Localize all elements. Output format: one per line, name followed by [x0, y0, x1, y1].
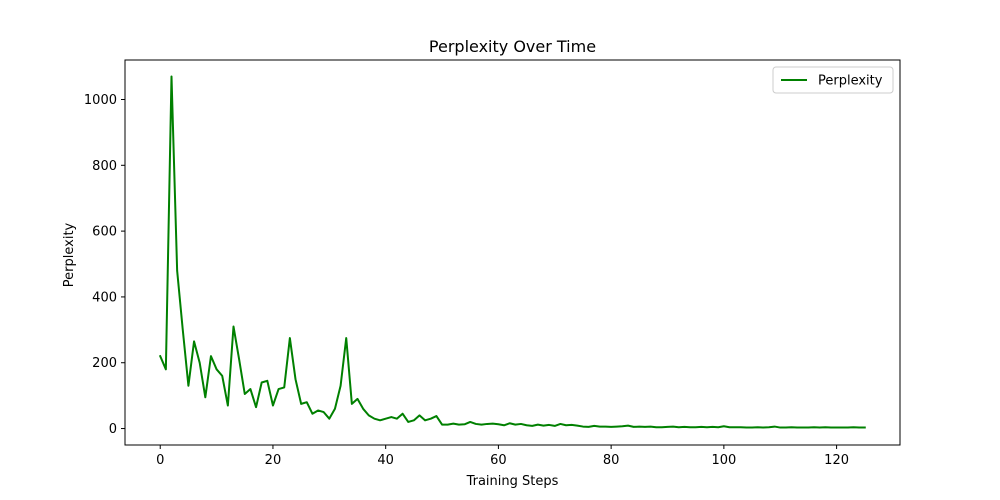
- y-tick-label: 200: [92, 356, 117, 371]
- legend-box: [772, 66, 894, 94]
- legend-label: Perplexity: [818, 74, 883, 89]
- x-tick-label: 60: [490, 453, 507, 468]
- x-tick-label: 0: [156, 453, 164, 468]
- y-tick-label: 0: [109, 422, 117, 437]
- chart-title: Perplexity Over Time: [429, 37, 596, 56]
- x-axis-label: Training Steps: [466, 474, 559, 489]
- x-tick-label: 120: [824, 453, 849, 468]
- x-tick-label: 80: [603, 453, 620, 468]
- y-tick-label: 800: [92, 159, 117, 174]
- series-line-0: [158, 75, 866, 429]
- legend: Perplexity: [772, 66, 894, 94]
- x-tick-label: 40: [377, 453, 394, 468]
- y-tick-label: 1000: [84, 93, 117, 108]
- x-tick-label: 100: [711, 453, 736, 468]
- x-tick-label: 20: [265, 453, 282, 468]
- y-axis-label: Perplexity: [62, 222, 77, 287]
- y-tick-label: 400: [92, 290, 117, 305]
- plot-frame: [124, 59, 901, 446]
- plot-area: 0 20 40 60 80 100 120 0 200 400 600 800 1000: [84, 59, 901, 468]
- y-tick-label: 600: [92, 225, 117, 240]
